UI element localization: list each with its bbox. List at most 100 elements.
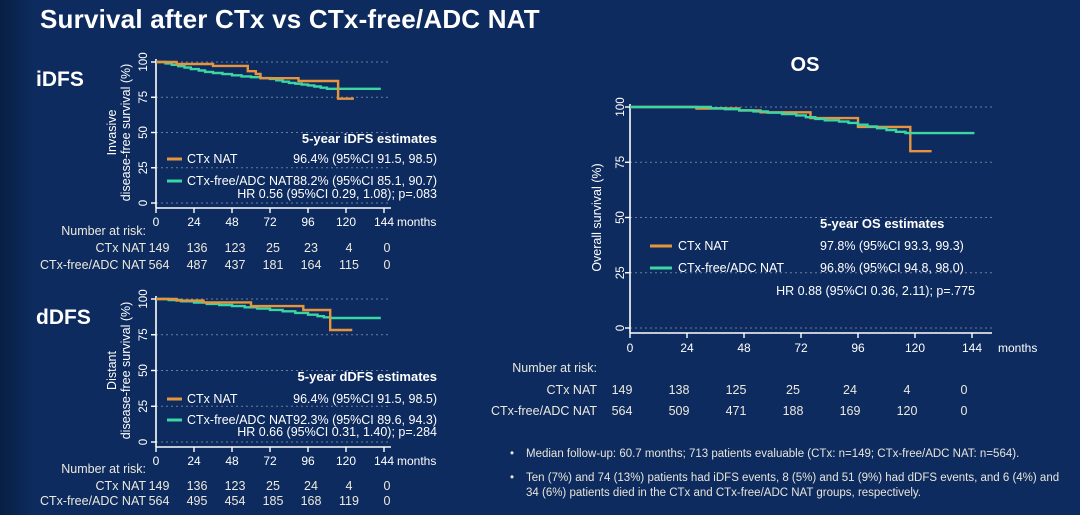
risk-value: 123 <box>225 479 246 493</box>
x-tick-label: 0 <box>153 215 160 229</box>
x-tick-label: 0 <box>153 454 160 468</box>
legend-label: CTx-free/ADC NAT <box>187 413 293 427</box>
legend-label: CTx NAT <box>187 152 238 166</box>
stats-value: 88.2% (95%CI 85.1, 90.7) <box>293 174 437 188</box>
stats-value: 96.8% (95%CI 94.8, 98.0) <box>820 261 964 275</box>
risk-value: 471 <box>726 404 747 418</box>
y-tick-label: 75 <box>138 328 150 341</box>
x-tick-label: 96 <box>301 454 315 468</box>
risk-value: 495 <box>187 494 208 508</box>
x-tick-label: 144 <box>374 215 394 229</box>
km-curve-ctx-nat <box>156 297 353 332</box>
km-curve-ctx-free-adc-nat <box>630 105 975 135</box>
risk-row-label: CTx-free/ADC NAT <box>491 404 597 418</box>
risk-value: 138 <box>669 383 690 397</box>
risk-value: 149 <box>149 241 170 255</box>
footnotes: • Median follow-up: 60.7 months; 713 pat… <box>510 447 1070 511</box>
footnote-item: • Ten (7%) and 74 (13%) patients had iDF… <box>510 471 1070 501</box>
risk-table-header: Number at risk: <box>61 462 146 476</box>
legend-label: CTx-free/ADC NAT <box>187 174 293 188</box>
stats-title: 5-year iDFS estimates <box>302 131 437 146</box>
x-tick-label: 144 <box>962 341 982 355</box>
risk-value: 120 <box>897 404 918 418</box>
risk-value: 115 <box>339 258 359 272</box>
risk-table-header: Number at risk: <box>512 361 597 375</box>
legend-label: CTx-free/ADC NAT <box>678 261 784 275</box>
y-tick-label: 100 <box>138 289 150 308</box>
x-tick-label: 96 <box>301 215 315 229</box>
bullet-icon: • <box>510 472 515 485</box>
x-tick-label: 24 <box>187 215 201 229</box>
risk-value: 169 <box>840 404 861 418</box>
risk-value: 149 <box>149 479 170 493</box>
risk-value: 24 <box>304 479 318 493</box>
y-axis-title: Distantdisease-free survival (%) <box>105 302 133 440</box>
hazard-ratio-text: HR 0.88 (95%CI 0.36, 2.11); p=.775 <box>776 284 975 298</box>
risk-value: 0 <box>961 383 968 397</box>
risk-value: 4 <box>346 479 353 493</box>
risk-table-header: Number at risk: <box>61 224 146 238</box>
y-tick-label: 0 <box>138 439 150 445</box>
y-tick-label: 100 <box>615 97 627 116</box>
risk-row-label: CTx NAT <box>96 241 147 255</box>
footnote-item: • Median follow-up: 60.7 months; 713 pat… <box>510 447 1070 462</box>
y-tick-label: 75 <box>615 156 627 169</box>
idfs-panel-label: iDFS <box>36 68 84 91</box>
stats-title: 5-year dDFS estimates <box>298 369 437 384</box>
x-tick-label: 96 <box>851 341 865 355</box>
risk-value: 125 <box>726 383 747 397</box>
footnote-text: Median follow-up: 60.7 months; 713 patie… <box>526 448 1020 460</box>
page-title: Survival after CTx vs CTx-free/ADC NAT <box>40 4 540 34</box>
risk-value: 0 <box>384 258 391 272</box>
risk-value: 25 <box>786 383 800 397</box>
x-tick-label: 48 <box>225 215 239 229</box>
risk-value: 185 <box>263 494 284 508</box>
y-tick-label: 0 <box>138 200 150 206</box>
x-tick-label: 72 <box>263 215 277 229</box>
idfs-chart: 0 25 50 75 100 0 24 48 72 96 120 144 months Invasived… <box>40 52 437 272</box>
risk-value: 564 <box>149 258 170 272</box>
risk-value: 0 <box>384 494 391 508</box>
risk-value: 437 <box>225 258 246 272</box>
x-tick-label: 120 <box>336 454 356 468</box>
x-tick-label: 48 <box>225 454 239 468</box>
risk-value: 509 <box>669 404 690 418</box>
km-curve-ctx-free-adc-nat <box>156 60 381 90</box>
y-tick-label: 25 <box>138 161 150 174</box>
risk-row-label: CTx NAT <box>96 479 147 493</box>
stats-value: 96.4% (95%CI 91.5, 98.5) <box>293 152 437 166</box>
y-axis-title: Overall survival (%) <box>590 163 604 271</box>
y-tick-label: 50 <box>615 211 627 224</box>
risk-value: 487 <box>187 258 208 272</box>
risk-row-label: CTx-free/ADC NAT <box>40 258 146 272</box>
x-tick-label: 24 <box>680 341 694 355</box>
y-tick-label: 50 <box>138 126 150 139</box>
y-tick-label: 100 <box>138 52 150 71</box>
km-curve-ctx-nat <box>156 60 354 100</box>
x-tick-label: 72 <box>794 341 808 355</box>
risk-value: 149 <box>612 383 633 397</box>
km-curve-ctx-free-adc-nat <box>156 297 381 320</box>
y-tick-label: 75 <box>138 91 150 104</box>
y-tick-label: 25 <box>615 266 627 279</box>
risk-value: 181 <box>263 258 284 272</box>
x-tick-label: 120 <box>905 341 925 355</box>
os-chart: 0 25 50 75 100 0 24 48 72 96 120 144 months Overall s… <box>491 97 1037 418</box>
ddfs-panel-label: dDFS <box>36 306 91 329</box>
y-axis-title: Invasivedisease-free survival (%) <box>105 64 133 202</box>
risk-value: 123 <box>225 241 246 255</box>
risk-value: 0 <box>384 241 391 255</box>
risk-row-label: CTx NAT <box>547 383 598 397</box>
hazard-ratio-text: HR 0.66 (95%CI 0.31, 1.40); p=.284 <box>237 425 437 439</box>
x-tick-label: 0 <box>627 341 634 355</box>
x-tick-label: 24 <box>187 454 201 468</box>
stats-value: 97.8% (95%CI 93.3, 99.3) <box>820 239 964 253</box>
legend-label: CTx NAT <box>187 392 238 406</box>
y-tick-label: 0 <box>615 325 627 331</box>
stats-value: 96.4% (95%CI 91.5, 98.5) <box>293 392 437 406</box>
risk-value: 23 <box>304 241 318 255</box>
risk-value: 25 <box>266 241 280 255</box>
footnote-text: Ten (7%) and 74 (13%) patients had iDFS … <box>526 472 1060 500</box>
